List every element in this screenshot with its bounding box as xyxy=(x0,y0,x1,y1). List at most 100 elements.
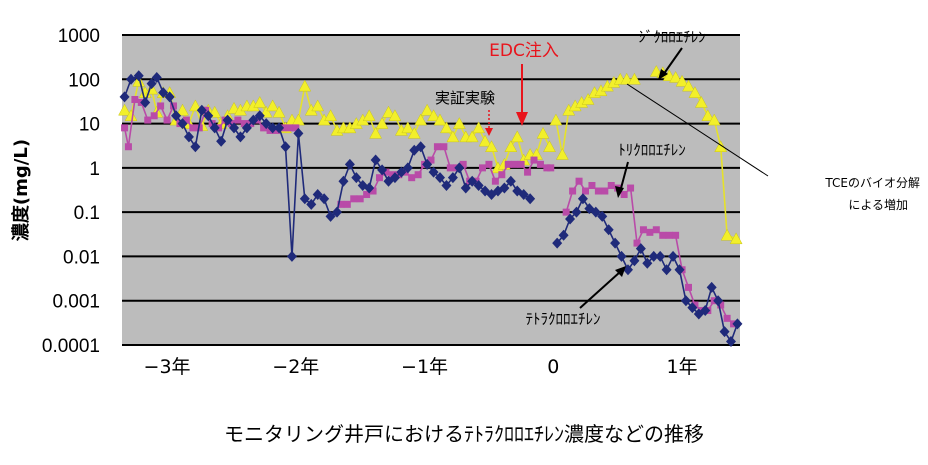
data-point-dce xyxy=(433,113,447,126)
data-point-dce xyxy=(324,109,337,122)
y-axis-label: 濃度(mg/L) xyxy=(10,139,32,241)
data-point-dce xyxy=(382,105,395,118)
series-line-pce xyxy=(123,74,531,257)
data-point-pce xyxy=(603,224,614,236)
data-point-dce xyxy=(472,121,486,134)
x-tick-label: 1年 xyxy=(667,356,698,378)
data-point-pce xyxy=(467,175,478,187)
data-point-pce xyxy=(274,122,285,134)
demo-experiment-label: 実証実験 xyxy=(435,89,495,107)
data-point-tce xyxy=(717,301,725,309)
data-point-pce xyxy=(158,87,169,99)
data-point-tce xyxy=(685,283,692,291)
data-point-dce xyxy=(465,130,479,143)
data-point-dce xyxy=(707,113,721,126)
data-point-dce xyxy=(176,103,189,116)
dce-arrow-head xyxy=(658,69,668,80)
data-point-pce xyxy=(402,162,413,174)
data-point-tce xyxy=(524,168,532,176)
data-point-tce xyxy=(594,187,602,195)
y-tick-label: 0.01 xyxy=(63,247,100,268)
data-point-dce xyxy=(401,121,415,134)
data-point-dce xyxy=(549,113,563,126)
data-point-pce xyxy=(700,305,711,317)
data-point-dce xyxy=(675,74,689,87)
series-dce xyxy=(118,64,743,245)
data-point-pce xyxy=(299,193,310,205)
data-point-tce xyxy=(234,116,242,124)
data-point-dce xyxy=(536,126,550,139)
data-point-tce xyxy=(433,143,441,151)
data-point-tce xyxy=(543,164,551,172)
data-point-tce xyxy=(652,226,660,234)
data-point-pce xyxy=(364,182,375,194)
data-point-pce xyxy=(146,78,157,90)
data-point-pce xyxy=(319,193,330,205)
edc-injection-label: EDC注入 xyxy=(489,41,559,61)
data-point-pce xyxy=(235,131,246,143)
data-point-pce xyxy=(164,91,175,103)
data-point-tce xyxy=(547,164,555,172)
x-tick-label: 0 xyxy=(547,356,559,378)
data-point-tce xyxy=(723,314,731,322)
y-tick-label: 1 xyxy=(89,159,100,180)
data-point-pce xyxy=(254,110,265,122)
tce-label: ﾄﾘｸﾛﾛｴﾁﾚﾝ xyxy=(618,141,686,159)
data-point-tce xyxy=(530,156,538,164)
data-point-dce xyxy=(720,228,734,241)
data-point-pce xyxy=(190,141,201,153)
data-point-dce xyxy=(407,126,421,139)
data-point-pce xyxy=(248,114,259,126)
data-point-tce xyxy=(131,95,139,103)
data-point-pce xyxy=(648,250,659,262)
data-point-dce xyxy=(701,109,715,122)
y-tick-labels: 1000 100 10 1 0.1 0.01 0.001 0.0001 xyxy=(42,26,100,357)
data-point-pce xyxy=(325,210,336,222)
data-point-dce xyxy=(581,92,595,105)
data-point-dce xyxy=(478,134,492,147)
data-point-tce xyxy=(672,231,680,239)
dce-arrow-line xyxy=(662,47,683,76)
data-point-pce xyxy=(171,110,182,122)
data-point-pce xyxy=(177,118,188,130)
data-point-pce xyxy=(241,122,252,134)
data-point-pce xyxy=(597,210,608,222)
data-point-pce xyxy=(415,141,426,153)
tce-bio-leader-line xyxy=(626,83,769,177)
data-point-tce xyxy=(498,171,506,179)
y-tick-label: 100 xyxy=(68,70,100,91)
data-point-pce xyxy=(306,198,317,210)
data-point-tce xyxy=(665,231,673,239)
data-point-tce xyxy=(511,160,519,168)
data-point-tce xyxy=(440,143,448,151)
data-point-tce xyxy=(356,195,364,203)
data-point-dce xyxy=(118,103,131,116)
data-point-dce xyxy=(510,130,524,143)
data-point-pce xyxy=(713,295,724,307)
data-point-pce xyxy=(674,264,685,276)
data-point-pce xyxy=(441,179,452,191)
y-tick-label: 1000 xyxy=(58,26,100,47)
data-point-tce xyxy=(285,124,293,132)
pce-arrow-line xyxy=(579,271,621,309)
data-point-dce xyxy=(555,148,569,160)
data-point-tce xyxy=(446,164,454,172)
data-point-dce xyxy=(272,105,286,118)
plot-area xyxy=(122,35,740,345)
data-point-pce xyxy=(389,172,400,184)
data-point-pce xyxy=(725,335,736,347)
data-point-dce xyxy=(124,109,138,122)
data-point-tce xyxy=(569,187,577,195)
tce-bio-note-line2: による増加 xyxy=(848,198,908,212)
grid-lines xyxy=(122,34,740,346)
data-point-tce xyxy=(562,208,570,216)
tce-arrow-line xyxy=(619,161,629,193)
chart: 1000 100 10 1 0.1 0.01 0.001 0.0001 −3年 −2年 −1年 0 1… xyxy=(10,26,920,378)
data-point-dce xyxy=(188,99,202,112)
y-tick-label: 0.1 xyxy=(74,203,100,224)
data-point-dce xyxy=(694,95,708,108)
data-point-pce xyxy=(151,71,162,83)
data-point-tce xyxy=(388,171,396,179)
data-point-pce xyxy=(261,118,272,130)
edc-arrow-head xyxy=(516,112,528,126)
